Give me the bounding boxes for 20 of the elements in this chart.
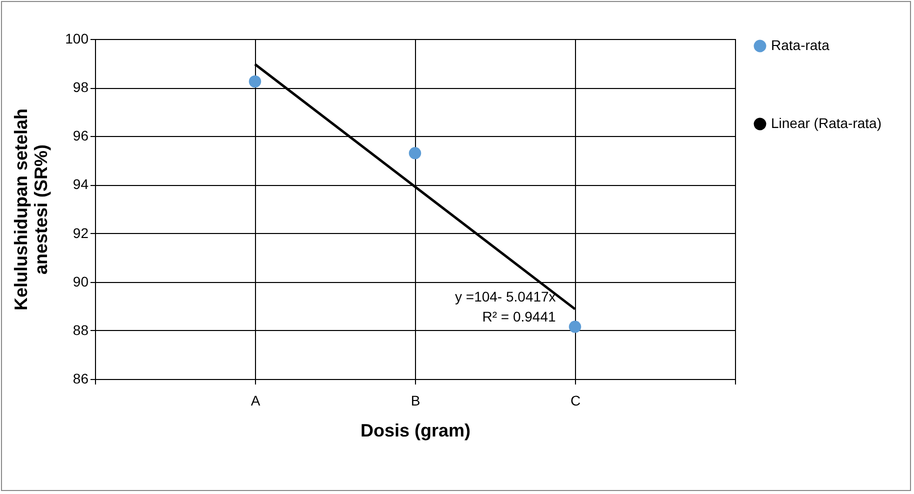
y-tick-label: 100 — [65, 30, 89, 46]
x-tick-label: C — [570, 392, 581, 408]
annotation: R² = 0.9441 — [482, 308, 556, 324]
annotation: y =104- 5.0417x — [455, 288, 556, 304]
legend-label: Rata-rata — [771, 37, 830, 53]
x-axis-title: Dosis (gram) — [360, 420, 471, 440]
y-tick-label: 92 — [72, 224, 89, 241]
point — [248, 75, 262, 88]
x-tick-label: A — [250, 392, 261, 408]
y-tick-label: 94 — [72, 176, 89, 192]
y-tick-label: 98 — [72, 79, 89, 96]
y-tick-label: 90 — [72, 273, 89, 290]
y-tick-label: 88 — [72, 322, 89, 338]
y-tick-label: 96 — [72, 128, 89, 144]
y-tick-label: 86 — [72, 370, 89, 386]
y-axis-title: Kelulushidupan setelah anestesi (SR%) — [11, 108, 52, 311]
x-tick-label: B — [410, 392, 420, 408]
legend-label: Linear (Rata-rata) — [771, 115, 882, 131]
point — [408, 147, 422, 160]
point — [568, 320, 582, 333]
